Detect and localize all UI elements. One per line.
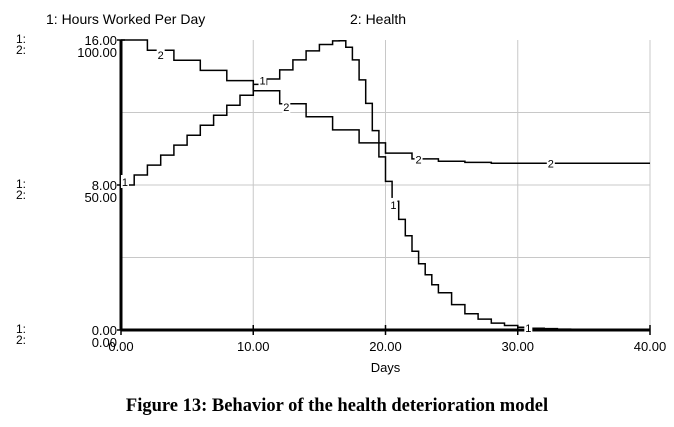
x-tick-label: 30.00 xyxy=(501,339,534,354)
y-tick-label-series-1: 16.00 xyxy=(84,33,117,48)
y-tick-label-series-1: 0.00 xyxy=(92,323,117,338)
series-1-marker: 1 xyxy=(390,200,396,212)
series-2-marker: 2 xyxy=(283,102,289,114)
series: 1 1 1 1 2 2 2 2 xyxy=(120,39,650,335)
y-axis-series-1-marker: 1: xyxy=(16,177,26,191)
series-2-marker: 2 xyxy=(416,154,422,166)
series-1-line xyxy=(121,39,650,331)
y-axis-series-1-marker: 1: xyxy=(16,322,26,336)
series-2-marker: 2 xyxy=(158,50,164,62)
series-1-marker: 1 xyxy=(525,323,531,335)
y-tick-label-series-2: 50.00 xyxy=(84,190,117,205)
series-1-marker: 1 xyxy=(259,76,265,88)
labels: 1: Hours Worked Per Day 2: Health xyxy=(46,11,406,27)
x-axis-title: Days xyxy=(371,360,401,375)
grid xyxy=(121,40,651,330)
x-tick-label: 10.00 xyxy=(237,339,270,354)
series-2-marker-bg xyxy=(414,152,423,166)
series-1-marker-bg xyxy=(524,321,533,335)
y-axis-series-2-marker: 2: xyxy=(16,333,26,347)
y-tick-label-series-1: 8.00 xyxy=(92,178,117,193)
x-tick-label: 40.00 xyxy=(634,339,667,354)
y-axis-series-2-marker: 2: xyxy=(16,43,26,57)
axes: 0.00 10.00 20.00 30.00 40.00Days16.00100.001… xyxy=(16,32,666,375)
series-1-marker-bg xyxy=(258,73,267,87)
series-1-marker-bg xyxy=(120,175,129,189)
legend-series-2: 2: Health xyxy=(350,11,406,27)
series-2-line xyxy=(121,39,650,165)
y-axis-series-2-marker: 2: xyxy=(16,188,26,202)
series-2-marker-bg xyxy=(156,48,165,62)
series-1-marker: 1 xyxy=(122,177,128,189)
y-tick-label-series-2: 100.00 xyxy=(77,45,117,60)
y-tick-label-series-2: 0.00 xyxy=(92,335,117,350)
series-2-marker-bg xyxy=(546,156,555,170)
series-2-marker-bg xyxy=(282,100,291,114)
legend-series-1: 1: Hours Worked Per Day xyxy=(46,11,205,27)
x-tick-label: 20.00 xyxy=(369,339,402,354)
series-2-marker: 2 xyxy=(548,158,554,170)
x-tick-label: 0.00 xyxy=(108,339,133,354)
figure-caption: Figure 13: Behavior of the health deteri… xyxy=(125,396,549,416)
y-axis-series-1-marker: 1: xyxy=(16,32,26,46)
series-1-marker-bg xyxy=(389,197,398,211)
